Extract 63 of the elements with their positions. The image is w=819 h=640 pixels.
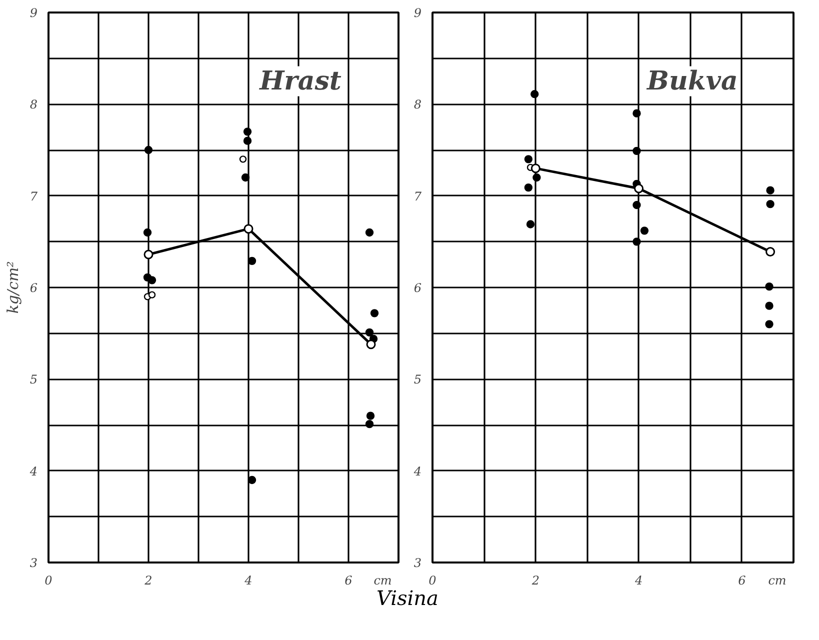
y-tick-label: 9 [414,6,422,20]
y-tick-label: 5 [30,372,38,387]
point [144,146,153,154]
point [526,220,535,228]
y-tick-label: 8 [414,98,422,112]
point [365,228,374,237]
x-tick-label: 6 [344,574,353,588]
y-tick-label: 7 [30,189,38,204]
point [148,291,156,298]
point [765,282,774,291]
point [632,238,641,246]
point [530,90,539,98]
text: cm [768,574,786,588]
y-tick-label: 7 [414,189,422,204]
point [366,340,376,350]
point [365,420,374,428]
point [766,200,774,208]
x-tick-label: 4 [244,574,252,588]
y-axis-title: kg/cm² [4,261,22,314]
point [766,186,774,194]
point [524,155,533,164]
x-axis-title: Visina [376,585,438,612]
point [143,228,152,237]
x-tick-label: 4 [634,574,643,588]
point [634,184,644,194]
y-tick-label: 6 [414,281,422,295]
point [766,247,776,256]
point [765,302,774,310]
x-tick-label: 0 [44,574,53,588]
point [632,146,641,156]
y-tick-label: 3 [414,556,422,570]
x-tick-label: 0 [428,574,437,588]
point [532,173,541,182]
point [366,412,375,420]
y-tick-label: 9 [30,6,38,20]
y-tick-label: 5 [414,372,422,387]
point [244,224,254,234]
point [248,476,256,484]
y-tick-label: 6 [30,281,38,295]
point [765,320,774,328]
y-tick-label: 4 [412,464,422,478]
point [370,309,379,318]
point [248,256,256,266]
x-tick-label: 2 [530,574,540,588]
point [530,164,540,174]
point [239,156,247,163]
point [524,183,533,192]
text: Hrast [258,66,342,96]
point [632,109,641,118]
y-tick-label: 8 [30,98,38,112]
point [241,173,250,182]
point [144,250,154,260]
point [243,128,252,136]
point [632,200,641,210]
text: cm [374,574,392,588]
point [640,226,649,235]
x-tick-label: 2 [144,574,152,588]
x-tick-label: 6 [738,574,746,588]
y-tick-label: 4 [28,464,38,478]
point [243,136,252,145]
point [365,328,374,337]
text: Bukva [646,66,738,96]
y-tick-label: 3 [30,556,38,570]
